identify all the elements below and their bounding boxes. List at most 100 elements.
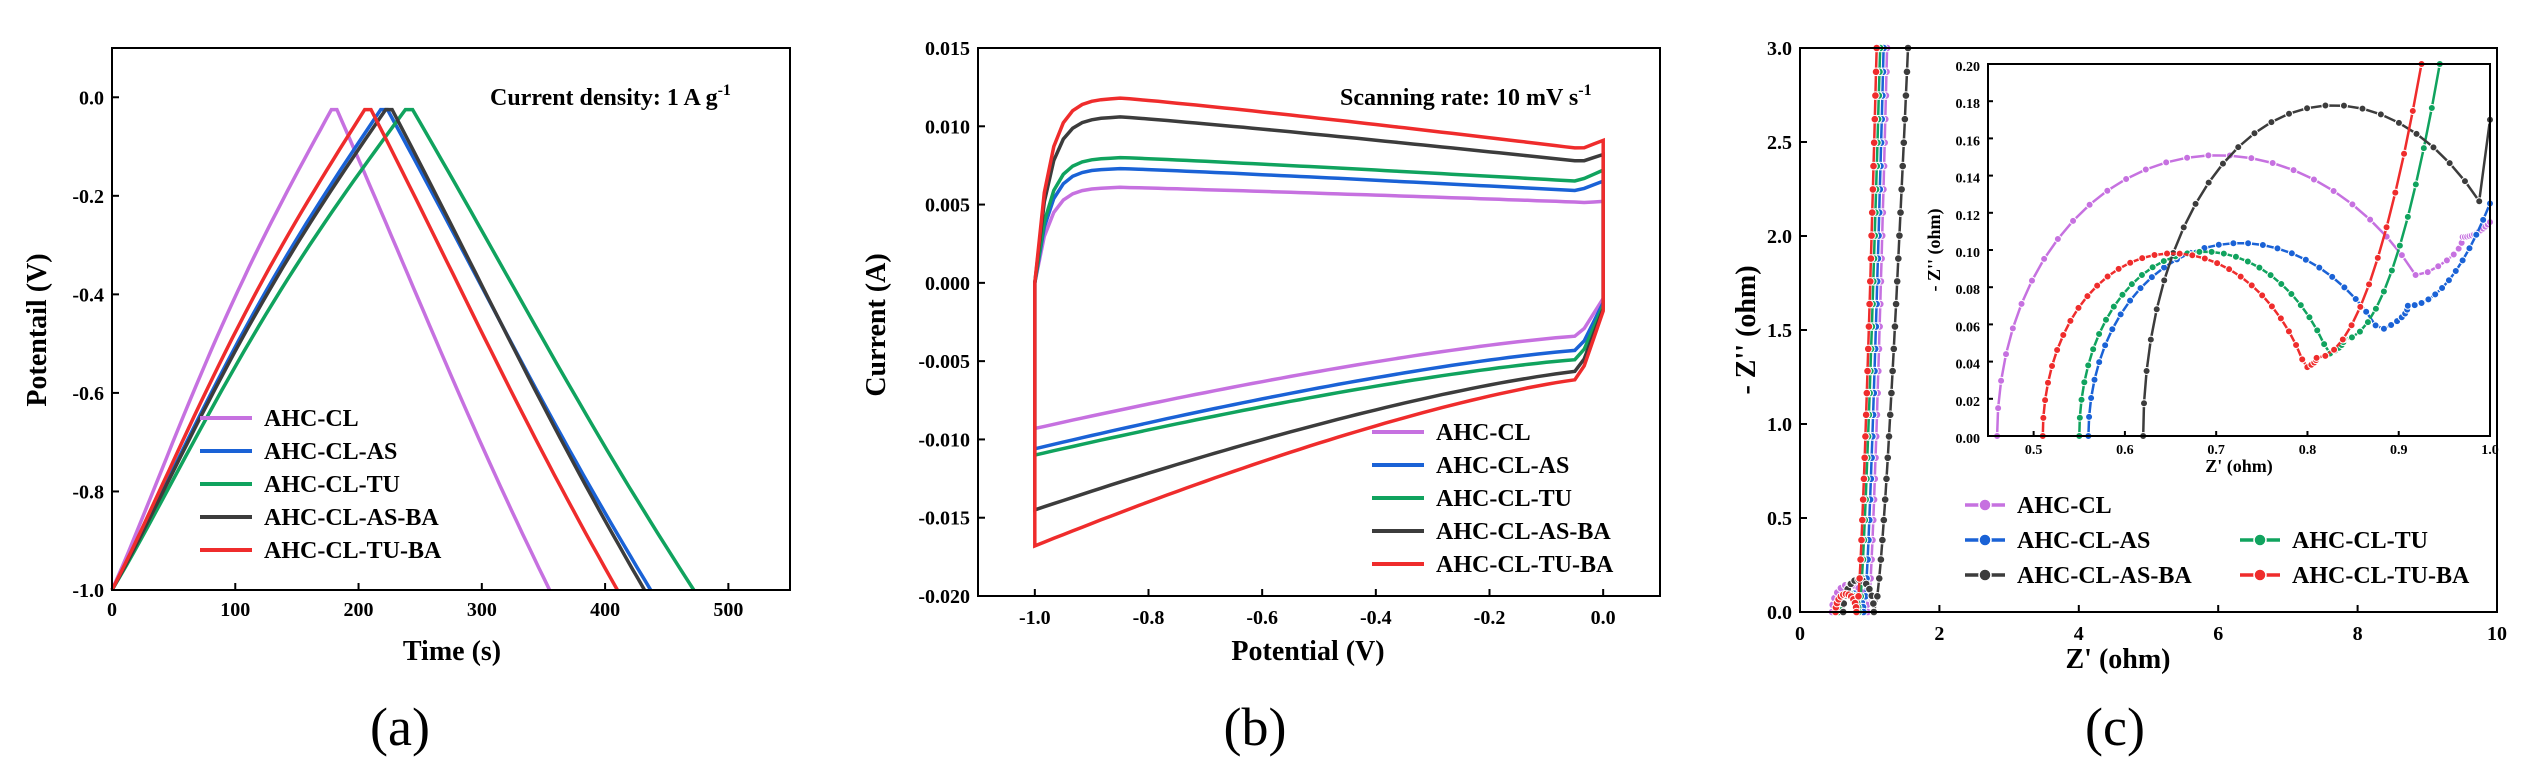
- main-point-AHC-CL-TU-BA: [1863, 344, 1873, 354]
- chart-c-inset-ytick-label: 0.14: [1956, 172, 1981, 187]
- chart-b-annotation: Scanning rate: 10 mV s-1: [1340, 82, 1592, 111]
- chart-b-xtick-label: -0.4: [1360, 607, 1392, 629]
- chart-c-inset-xtick-label: 0.9: [2390, 443, 2408, 458]
- chart-a-xtick-label: 500: [713, 599, 743, 621]
- chart-c-inset-ytick-label: 0.20: [1956, 60, 1981, 75]
- chart-a-xtick-label: 300: [467, 599, 497, 621]
- chart-c-xtick-label: 2: [1934, 623, 1944, 645]
- chart-a-xtick-label: 400: [590, 599, 620, 621]
- inset-point-AHC-CL-TU: [2077, 395, 2086, 404]
- main-point-AHC-CL-AS-BA: [1869, 599, 1878, 608]
- main-point-AHC-CL-TU-BA: [1871, 91, 1880, 100]
- inset-point-AHC-CL-AS: [2431, 290, 2440, 299]
- inset-point-AHC-CL-TU-BA: [2048, 362, 2057, 371]
- legend-label: AHC-CL: [2017, 493, 2112, 519]
- inset-point-AHC-CL: [2027, 276, 2036, 285]
- chart-c-ytick-label: 1.5: [1767, 320, 1792, 342]
- chart-c-inset-ytick-label: 0.08: [1956, 283, 1981, 298]
- inset-point-AHC-CL: [2085, 200, 2094, 209]
- chart-a-ytick-label: 0.0: [79, 87, 104, 109]
- chart-b-xlabel: Potential (V): [1231, 636, 1384, 667]
- legend-label: AHC-CL-AS: [2017, 528, 2150, 554]
- chart-a-ylabel: Potentail (V): [22, 253, 53, 406]
- inset-point-AHC-CL-AS: [2244, 239, 2253, 248]
- legend-label: AHC-CL-TU-BA: [264, 538, 442, 564]
- main-point-AHC-CL-TU-BA: [1855, 574, 1864, 583]
- inset-point-AHC-CL-TU: [2411, 180, 2420, 189]
- inset-point-AHC-CL: [2309, 175, 2318, 184]
- inset-point-AHC-CL-TU-BA: [2276, 314, 2285, 323]
- inset-point-AHC-CL-TU-BA: [2200, 254, 2209, 263]
- inset-point-AHC-CL: [1994, 404, 2003, 413]
- inset-point-AHC-CL-AS-BA: [2204, 178, 2213, 187]
- main-point-AHC-CL-TU-BA: [1858, 515, 1867, 525]
- legend-label: AHC-CL-AS: [264, 439, 397, 465]
- inset-point-AHC-CL-AS: [2085, 412, 2094, 421]
- legend-label: AHC-CL-AS: [1436, 453, 1569, 479]
- main-point-AHC-CL-AS-BA: [1890, 322, 1900, 331]
- inset-point-AHC-CL-TU: [2371, 304, 2380, 313]
- chart-a-legend: AHC-CL AHC-CL-AS AHC-CL-TU AHC-CL-AS-BA AHC-…: [200, 406, 442, 564]
- chart-b-ytick-label: -0.015: [918, 508, 970, 530]
- legend-label: AHC-CL-TU: [1436, 486, 1572, 512]
- inset-point-AHC-CL-AS: [2116, 310, 2125, 319]
- inset-point-AHC-CL-AS: [2458, 256, 2467, 265]
- chart-c-inset-ytick-label: 0.04: [1956, 358, 1981, 373]
- inset-point-AHC-CL: [2069, 216, 2078, 225]
- inset-point-AHC-CL-TU-BA: [2284, 327, 2293, 336]
- chart-b-ytick-label: -0.010: [918, 429, 970, 451]
- inset-point-AHC-CL-TU: [2195, 247, 2204, 256]
- inset-point-AHC-CL-AS: [2451, 266, 2460, 275]
- inset-point-AHC-CL-TU: [2080, 378, 2089, 387]
- inset-point-AHC-CL-TU-BA: [2093, 281, 2102, 290]
- inset-point-AHC-CL-AS-BA: [2321, 101, 2330, 110]
- inset-point-AHC-CL-TU: [2363, 318, 2372, 327]
- main-point-AHC-CL-TU-BA: [1867, 208, 1877, 217]
- inset-point-AHC-CL-TU: [2296, 301, 2305, 310]
- chart-b-ytick-label: -0.020: [918, 586, 970, 608]
- inset-point-AHC-CL-TU: [2403, 212, 2412, 221]
- inset-point-AHC-CL-AS: [2095, 358, 2104, 367]
- inset-point-AHC-CL-TU: [2305, 313, 2314, 322]
- main-point-AHC-CL-TU-BA: [1854, 592, 1863, 601]
- chart-b-ytick-label: 0.015: [925, 38, 970, 60]
- main-point-AHC-CL-AS-BA: [1896, 208, 1905, 217]
- chart-c-xlabel: Z' (ohm): [2066, 644, 2171, 675]
- chart-c-inset-ytick-label: 0.00: [1956, 432, 1981, 447]
- main-point-AHC-CL-AS-BA: [1898, 161, 1908, 171]
- chart-a-plot-frame: [111, 47, 791, 591]
- legend-label: AHC-CL-AS-BA: [264, 505, 439, 531]
- main-point-AHC-CL-TU-BA: [1865, 299, 1874, 309]
- inset-point-AHC-CL: [2366, 215, 2375, 224]
- inset-point-AHC-CL-AS-BA: [2234, 143, 2243, 152]
- inset-point-AHC-CL-TU-BA: [2175, 249, 2184, 258]
- main-point-AHC-CL-TU-BA: [1861, 410, 1871, 420]
- main-point-AHC-CL-AS-BA: [1900, 114, 1910, 124]
- main-point-AHC-CL-AS-BA: [1894, 254, 1903, 263]
- chart-a-ytick-label: -1.0: [72, 580, 104, 602]
- chart-c-inset-ytick-label: 0.02: [1956, 395, 1981, 410]
- inset-point-AHC-CL-AS-BA: [2394, 118, 2403, 127]
- chart-c-inset: 0.5 0.6 0.7 0.8 0.9 1.0 0.00 0.02 0.04 0.06 0.08 0.…: [1924, 60, 2499, 477]
- chart-c-inset-xtick-label: 0.7: [2207, 443, 2225, 458]
- chart-c-inset-xtick-label: 0.8: [2299, 443, 2317, 458]
- inset-point-AHC-CL-AS: [2424, 295, 2433, 304]
- chart-a-ytick-label: -0.4: [72, 284, 104, 306]
- inset-point-AHC-CL-TU-BA: [2338, 335, 2347, 344]
- inset-point-AHC-CL-TU-BA: [2400, 149, 2409, 158]
- main-point-AHC-CL-AS-BA: [1897, 185, 1906, 194]
- main-point-AHC-CL-AS-BA: [1889, 344, 1899, 354]
- chart-b: -1.0 -0.8 -0.6 -0.4 -0.2 0.0 -0.020 -0.015 -0.01…: [861, 38, 1661, 667]
- main-point-AHC-CL-AS-BA: [1892, 277, 1902, 286]
- main-point-AHC-CL-AS-BA: [1885, 410, 1895, 420]
- inset-point-AHC-CL: [2008, 324, 2017, 333]
- inset-point-AHC-CL-TU-BA: [2312, 353, 2321, 362]
- chart-c-inset-ytick-label: 0.10: [1956, 246, 1981, 261]
- main-point-AHC-CL-TU-BA: [1861, 432, 1870, 441]
- inset-point-AHC-CL-TU-BA: [2330, 345, 2339, 354]
- legend-marker: [1978, 568, 1992, 582]
- inset-point-AHC-CL-TU-BA: [2391, 188, 2400, 197]
- chart-c: 0 2 4 6 8 10 0.0 0.5 1.0 1.5 2.0 2.5 3.0 Z' (ohm) - …: [1731, 38, 2507, 675]
- main-point-AHC-CL-TU-BA: [1870, 114, 1880, 124]
